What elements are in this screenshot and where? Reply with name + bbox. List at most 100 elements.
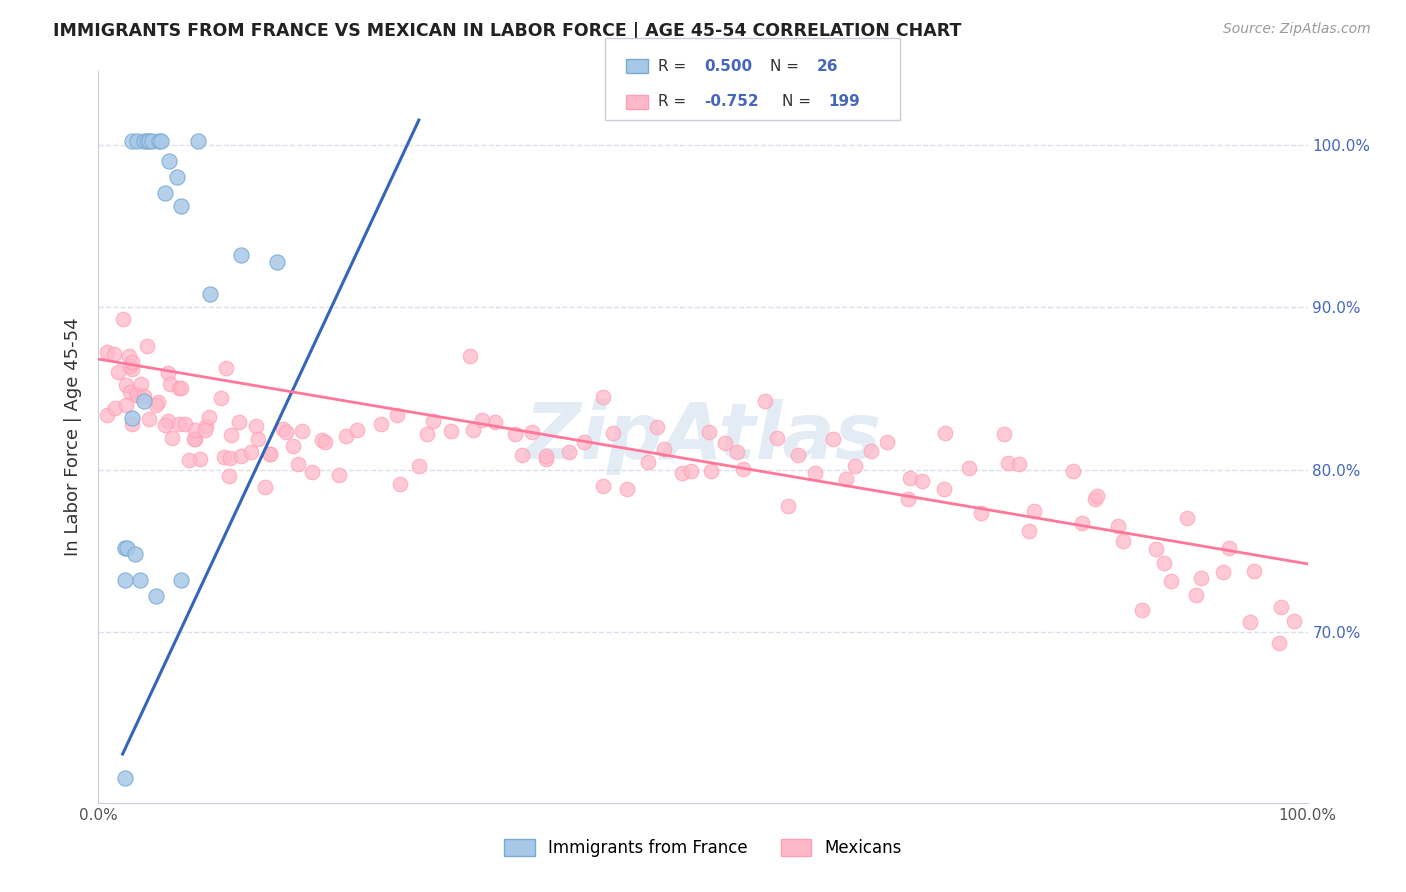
Text: N =: N = <box>770 59 804 73</box>
Point <box>389 476 412 491</box>
Point <box>1084 492 1107 507</box>
Point <box>592 479 614 493</box>
Point <box>266 254 288 268</box>
Point <box>114 399 136 413</box>
Point <box>776 499 799 513</box>
Point <box>127 387 149 401</box>
Point <box>218 469 240 483</box>
Point <box>183 432 205 446</box>
Point <box>1153 556 1175 570</box>
Text: 199: 199 <box>828 95 860 109</box>
Text: -0.752: -0.752 <box>704 95 759 109</box>
Point <box>156 366 179 380</box>
Point <box>876 434 898 449</box>
Point <box>844 458 866 473</box>
Point <box>911 474 934 488</box>
Point <box>370 417 392 431</box>
Point <box>134 134 156 148</box>
Point <box>346 423 368 437</box>
Point <box>160 431 183 445</box>
Point <box>120 384 142 399</box>
Point <box>422 414 444 428</box>
Point <box>557 445 579 459</box>
Point <box>169 199 191 213</box>
Point <box>150 134 173 148</box>
Point <box>993 427 1015 442</box>
Point <box>311 433 333 447</box>
Point <box>228 415 250 429</box>
Point <box>897 491 920 506</box>
Point <box>1243 564 1265 578</box>
Point <box>259 448 281 462</box>
Text: 26: 26 <box>817 59 838 73</box>
Point <box>314 435 336 450</box>
Point <box>195 419 218 434</box>
Legend: Immigrants from France, Mexicans: Immigrants from France, Mexicans <box>498 832 908 864</box>
Point <box>1239 615 1261 629</box>
Point <box>1062 464 1084 478</box>
Point <box>219 427 242 442</box>
Text: ZipAtlas: ZipAtlas <box>524 399 882 475</box>
Point <box>118 349 141 363</box>
Point <box>117 541 139 555</box>
Point <box>125 388 148 402</box>
Point <box>328 467 350 482</box>
Point <box>1071 516 1094 530</box>
Point <box>169 573 191 587</box>
Point <box>135 134 157 148</box>
Point <box>1160 574 1182 589</box>
Point <box>291 424 314 438</box>
Point <box>187 134 209 148</box>
Point <box>898 471 921 485</box>
Point <box>118 359 141 373</box>
Point <box>510 448 533 462</box>
Point <box>138 134 160 148</box>
Point <box>766 431 789 445</box>
Point <box>273 422 295 436</box>
Point <box>169 381 191 395</box>
Point <box>1270 600 1292 615</box>
Point <box>823 432 845 446</box>
Point <box>96 345 118 359</box>
Text: IMMIGRANTS FROM FRANCE VS MEXICAN IN LABOR FORCE | AGE 45-54 CORRELATION CHART: IMMIGRANTS FROM FRANCE VS MEXICAN IN LAB… <box>53 22 962 40</box>
Point <box>671 466 693 480</box>
Point <box>416 427 439 442</box>
Point <box>184 423 207 437</box>
Point <box>1267 636 1289 650</box>
Point <box>934 425 956 440</box>
Point <box>174 417 197 431</box>
Point <box>484 416 506 430</box>
Point <box>212 450 235 464</box>
Point <box>460 349 482 363</box>
Point <box>274 425 297 439</box>
Point <box>1018 524 1040 538</box>
Point <box>731 462 754 476</box>
Point <box>1218 541 1240 556</box>
Point <box>121 417 143 431</box>
Point <box>1191 571 1213 585</box>
Point <box>134 389 156 403</box>
Point <box>697 425 720 439</box>
Point <box>1130 603 1153 617</box>
Point <box>254 480 277 494</box>
Point <box>1175 510 1198 524</box>
Point <box>385 408 408 422</box>
Point <box>997 457 1019 471</box>
Point <box>121 354 143 368</box>
Point <box>218 450 240 465</box>
Point <box>169 417 191 431</box>
Point <box>215 360 238 375</box>
Point <box>188 451 211 466</box>
Point <box>177 453 200 467</box>
Point <box>198 287 221 301</box>
Point <box>107 366 129 380</box>
Point <box>96 408 118 422</box>
Point <box>520 425 543 439</box>
Point <box>153 186 176 201</box>
Point <box>246 432 269 446</box>
Point <box>957 460 980 475</box>
Point <box>197 410 219 425</box>
Point <box>1107 519 1129 533</box>
Point <box>170 381 193 395</box>
Point <box>134 394 156 409</box>
